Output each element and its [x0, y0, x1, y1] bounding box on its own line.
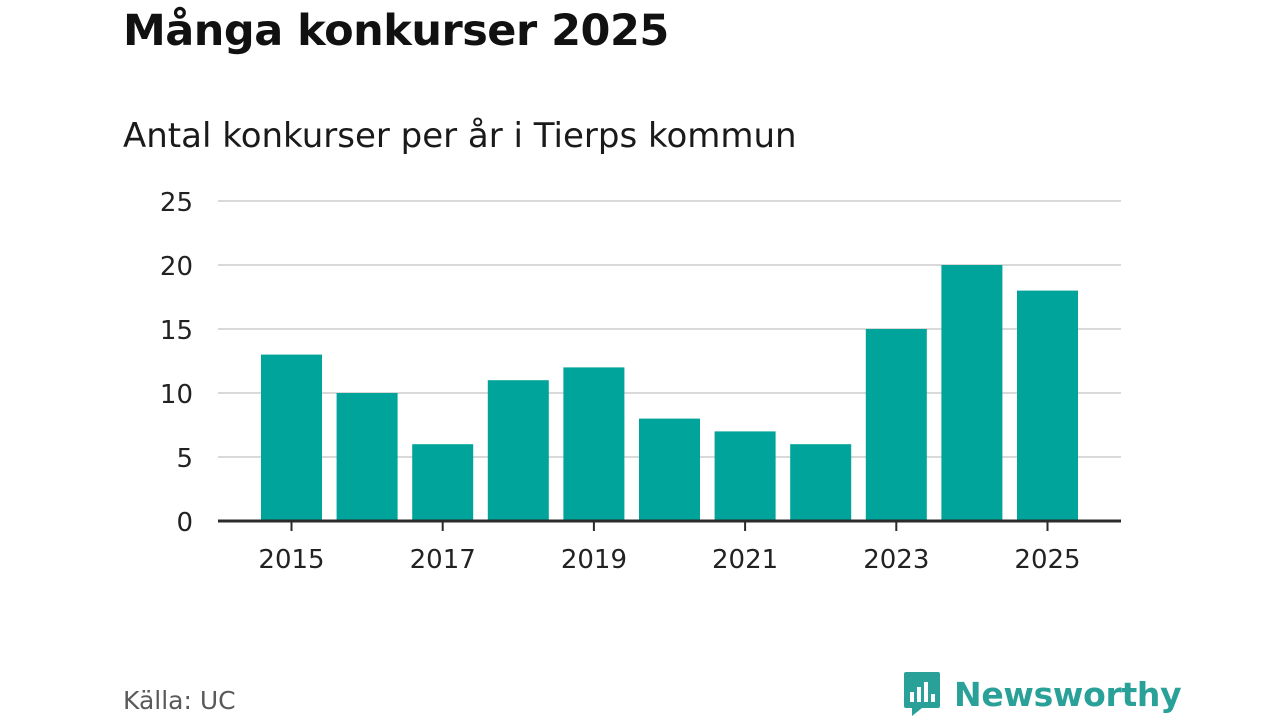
bar-2017 — [412, 444, 474, 521]
bar-2018 — [487, 380, 549, 521]
bars — [261, 265, 1078, 521]
bar-2025 — [1017, 290, 1078, 521]
bar-2021 — [714, 431, 776, 521]
x-tick-label: 2025 — [1014, 545, 1080, 575]
y-tick-label: 0 — [176, 508, 193, 538]
brand-logo: Newsworthy — [902, 670, 1182, 718]
y-tick-label: 25 — [160, 188, 193, 218]
x-axis: 2015 2017 2019 2021 2023 2025 — [218, 519, 1121, 575]
y-tick-label: 5 — [176, 444, 193, 474]
bar-2019 — [563, 367, 625, 521]
bar-2020 — [639, 418, 700, 521]
y-tick-label: 20 — [160, 252, 193, 282]
y-tick-label: 10 — [160, 380, 193, 410]
x-tick-label: 2019 — [561, 545, 627, 575]
x-tick-label: 2021 — [712, 545, 778, 575]
bar-2024 — [941, 265, 1003, 521]
bar-chart-speech-bubble-icon — [904, 672, 940, 716]
x-tick-label: 2017 — [410, 545, 476, 575]
y-axis-tick-labels: 0 5 10 15 20 25 — [160, 188, 193, 538]
bar-2022 — [790, 444, 852, 521]
y-tick-label: 15 — [160, 316, 193, 346]
bar-2023 — [865, 329, 927, 521]
source-note: Källa: UC — [123, 686, 236, 715]
x-tick-label: 2015 — [258, 545, 324, 575]
bar-2015 — [261, 354, 322, 521]
chart-title: Många konkurser 2025 — [123, 6, 669, 56]
x-tick-label: 2023 — [863, 545, 929, 575]
brand-name: Newsworthy — [954, 674, 1182, 714]
bar-2016 — [336, 393, 398, 521]
chart-subtitle: Antal konkurser per år i Tierps kommun — [123, 116, 797, 156]
